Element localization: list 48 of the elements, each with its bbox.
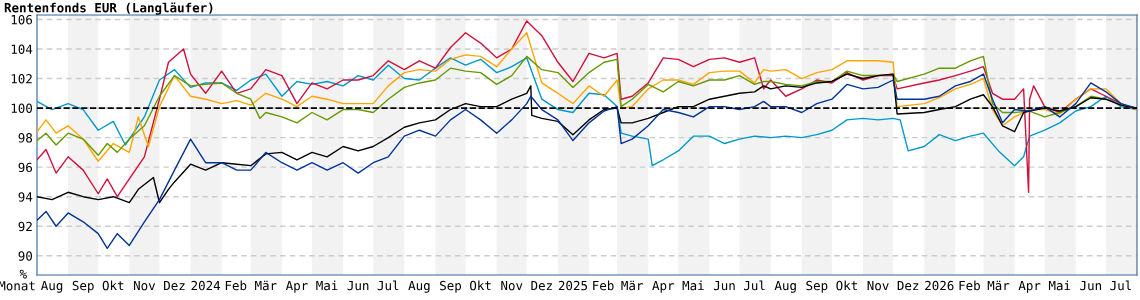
- x-tick-label: 2026: [925, 280, 954, 291]
- x-tick-label: Nov: [501, 281, 523, 291]
- x-tick-label: Mai: [682, 280, 704, 291]
- x-tick-label: Feb: [593, 280, 614, 291]
- x-tick-label: Apr: [1018, 281, 1041, 293]
- x-tick-label: Jul: [377, 280, 399, 291]
- y-tick-label: 90: [18, 251, 33, 261]
- y-tick-label: 96: [18, 162, 33, 173]
- y-tick-label: 98: [18, 133, 33, 143]
- x-tick-label: Mai: [1048, 280, 1071, 291]
- x-tick-label: Feb: [225, 280, 247, 291]
- x-tick-label: Apr: [285, 281, 308, 293]
- x-tick-label: 2025: [558, 280, 587, 291]
- x-tick-label: Okt: [470, 280, 491, 291]
- x-tick-label: Aug: [408, 280, 430, 293]
- x-tick-label: Nov: [133, 281, 156, 291]
- y-tick-label: 104: [11, 44, 33, 54]
- x-tick-label: Okt: [836, 280, 858, 291]
- y-tick-label: 100: [11, 103, 33, 114]
- y-tick-label: 94: [18, 192, 33, 202]
- x-tick-label: Mär: [987, 280, 1010, 291]
- x-tick-label: Mär: [621, 280, 643, 291]
- y-tick-label: 106: [11, 14, 33, 25]
- x-tick-label: Dez: [897, 281, 919, 291]
- x-tick-label: Sep: [72, 280, 94, 293]
- x-tick-label: Apr: [652, 281, 675, 293]
- x-tick-label: Dez: [531, 281, 552, 291]
- x-tick-label: Aug: [40, 280, 63, 293]
- x-tick-label: Okt: [102, 280, 124, 291]
- x-tick-label: Sep: [440, 280, 462, 293]
- y-axis-title: %: [19, 269, 27, 279]
- x-tick-label: Jul: [1110, 280, 1132, 291]
- x-tick-label: Jul: [743, 280, 765, 291]
- x-tick-label: 2024: [191, 280, 221, 291]
- x-tick-label: Mär: [255, 280, 277, 291]
- x-tick-label: Nov: [867, 281, 889, 291]
- x-tick-label: Aug: [774, 280, 796, 293]
- x-tick-label: Mai: [316, 280, 338, 291]
- line-series: [37, 32, 1137, 162]
- x-tick-label: Dez: [164, 281, 185, 291]
- chart-title: Rentenfonds EUR (Langläufer): [4, 2, 213, 15]
- x-tick-label: Sep: [806, 280, 828, 293]
- y-tick-label: 102: [11, 74, 32, 84]
- y-tick-label: 92: [18, 221, 32, 232]
- x-tick-label: Jun: [713, 281, 735, 291]
- x-tick-label: Jun: [1080, 281, 1102, 291]
- x-tick-label: Jun: [347, 281, 369, 291]
- x-tick-label: Feb: [959, 280, 980, 291]
